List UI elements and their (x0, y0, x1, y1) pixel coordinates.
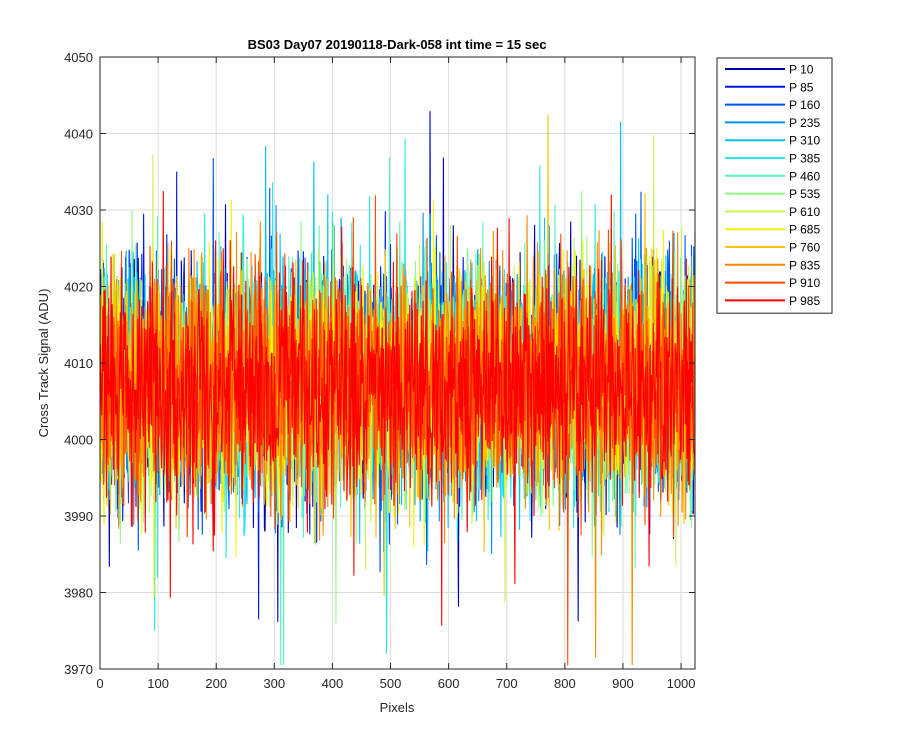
y-tick-label: 3970 (64, 662, 93, 677)
legend-label: P 310 (789, 134, 820, 148)
legend-box (716, 57, 833, 314)
legend-label: P 85 (789, 80, 814, 94)
y-tick-label: 4040 (64, 127, 93, 142)
legend-label: P 235 (789, 116, 820, 130)
x-tick-label: 700 (496, 676, 518, 691)
x-tick-label: 800 (554, 676, 576, 691)
legend-label: P 610 (789, 205, 820, 219)
legend-label: P 910 (789, 276, 820, 290)
series-line-p910 (99, 195, 696, 666)
x-tick-label: 400 (322, 676, 344, 691)
legend-label: P 160 (789, 98, 820, 112)
legend-label: P 460 (789, 169, 820, 183)
legend-label: P 985 (789, 294, 820, 308)
y-tick-label: 3980 (64, 586, 93, 601)
legend-label: P 535 (789, 187, 820, 201)
x-tick-label: 500 (380, 676, 402, 691)
x-tick-label: 600 (438, 676, 460, 691)
y-tick-label: 3990 (64, 509, 93, 524)
y-axis-label: Cross Track Signal (ADU) (36, 289, 51, 438)
chart-title: BS03 Day07 20190118-Dark-058 int time = … (248, 37, 547, 52)
legend-label: P 685 (789, 223, 820, 237)
axis-ticks: 0 100 200 300 400 500 600 700 800 900 1000 3970 3980… (64, 50, 695, 691)
y-tick-label: 4030 (64, 203, 93, 218)
series-line-p985 (99, 190, 696, 626)
y-tick-label: 4020 (64, 280, 93, 295)
x-tick-label: 300 (263, 676, 285, 691)
x-axis-label: Pixels (380, 700, 415, 715)
legend-label: P 760 (789, 241, 820, 255)
x-tick-label: 100 (147, 676, 169, 691)
legend: P 10 P 85 P 160 P 235 P 310 P 385 P 460 P 535 P … (716, 57, 833, 314)
legend-label: P 10 (789, 63, 814, 77)
y-tick-label: 4010 (64, 356, 93, 371)
y-tick-label: 4000 (64, 433, 93, 448)
legend-label: P 385 (789, 152, 820, 166)
y-tick-label: 4050 (64, 50, 93, 65)
x-tick-label: 900 (612, 676, 634, 691)
legend-label: P 835 (789, 258, 820, 272)
x-tick-label: 1000 (667, 676, 696, 691)
x-tick-label: 0 (96, 676, 103, 691)
x-tick-label: 200 (205, 676, 227, 691)
series-lines (99, 111, 696, 666)
